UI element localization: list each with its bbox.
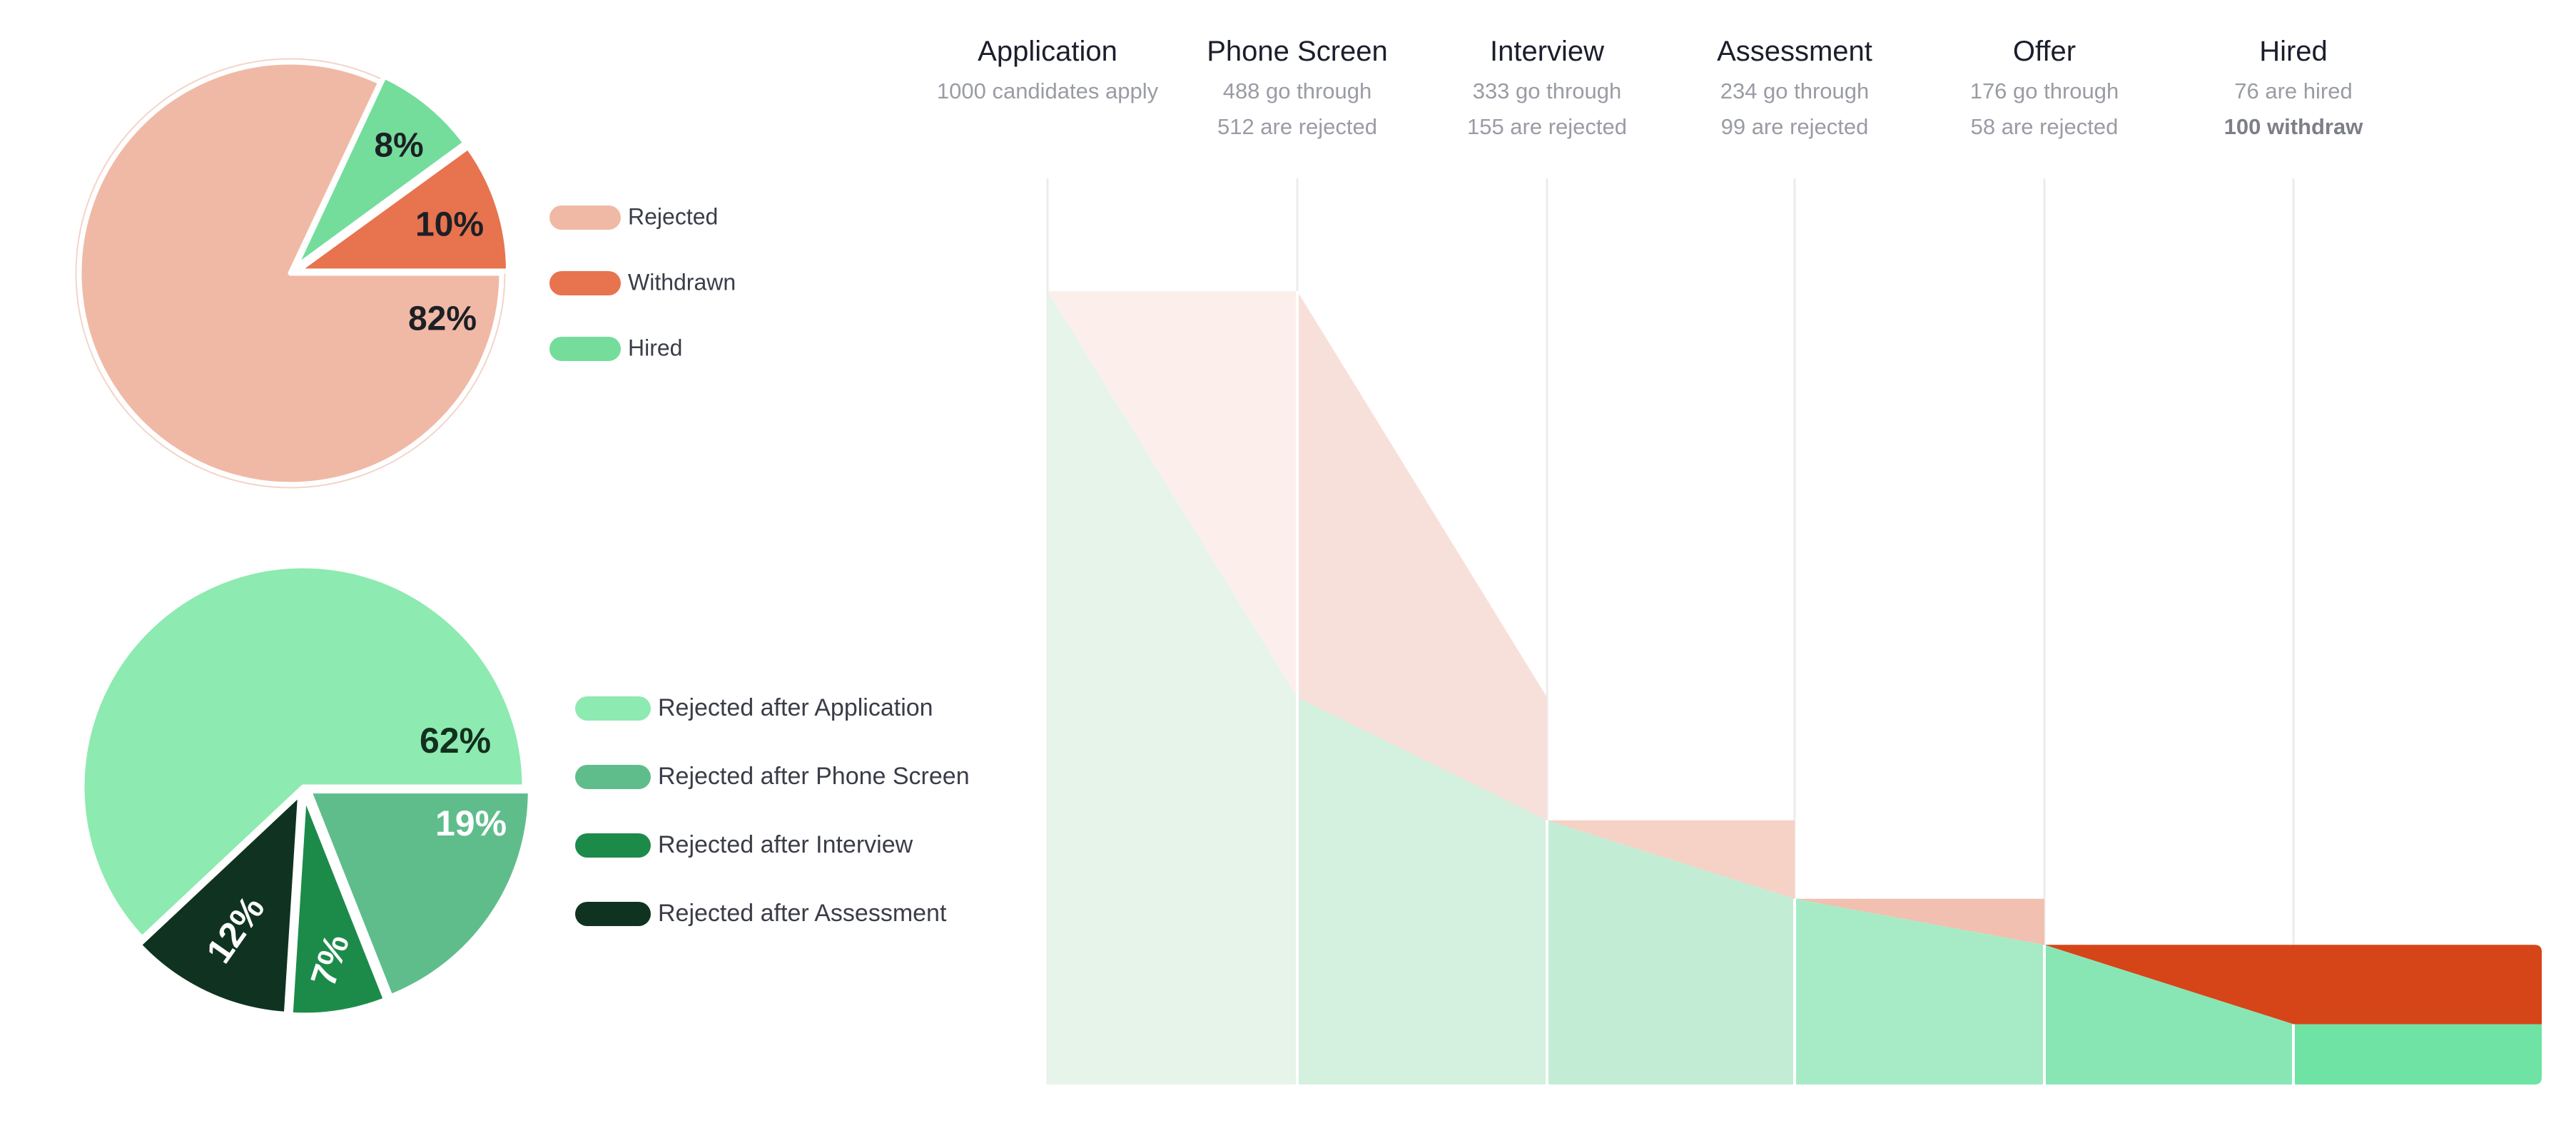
area-hired: [2293, 1024, 2542, 1084]
area-rejected-interview: [1547, 820, 1795, 899]
legend-swatch-withdrawn: [549, 271, 621, 295]
area-withdrawn-offer: [2044, 945, 2293, 1025]
pie-label-rejected: 82%: [408, 300, 477, 338]
pie-slice-withdrawn: [295, 144, 512, 274]
stage-rejected-interview: 155 are rejected: [1467, 114, 1627, 139]
stage-through-offer: 176 go through: [1970, 78, 2119, 103]
area-through-interview: [1547, 820, 1795, 1084]
stage-through-assessment: 234 go through: [1720, 78, 1870, 103]
stage-through-interview: 333 go through: [1473, 78, 1622, 103]
pie-label-hired: 8%: [374, 127, 423, 165]
outcome-legend: Rejected Withdrawn Hired: [549, 203, 736, 361]
stage-title-assessment: Assessment: [1717, 36, 1872, 67]
pie-slice-rejected-after-assessment: [136, 791, 303, 1017]
stage-title-phone-screen: Phone Screen: [1207, 36, 1388, 67]
legend-label-withdrawn: Withdrawn: [628, 269, 736, 295]
legend-label-rejected-after-interview: Rejected after Interview: [658, 831, 913, 858]
area-rejected-assessment: [1795, 898, 2044, 945]
area-rejected-phone-screen: [1297, 291, 1547, 820]
pie-slice-hired: [292, 73, 468, 270]
stage-rejected-offer: 58 are rejected: [1971, 114, 2119, 139]
rejection-legend: Rejected after Application Rejected after…: [575, 694, 970, 927]
pie-label-rejected-after-phone-screen: 19%: [435, 803, 507, 843]
pie-slice-rejected-after-application: [79, 563, 527, 941]
outcome-pie-chart: 82% 10% 8%: [75, 58, 512, 489]
stage-through-application: 1000 candidates apply: [937, 78, 1159, 103]
rejection-pie-chart: 62%19%7%12%: [79, 563, 533, 1018]
area-through-application: [1048, 291, 1297, 1084]
pie-slice-rejected-after-interview: [288, 791, 389, 1018]
legend-swatch-hired: [549, 337, 621, 361]
funnel-chart: [1046, 178, 2542, 1084]
legend-swatch-rejected-after-interview: [575, 833, 651, 858]
legend-label-rejected-after-phone-screen: Rejected after Phone Screen: [658, 763, 970, 790]
stage-title-hired: Hired: [2259, 36, 2328, 67]
area-withdrawn-hired: [2293, 945, 2542, 1025]
stage-rejected-assessment: 99 are rejected: [1721, 114, 1869, 139]
stage-rejected-hired: 100 withdraw: [2224, 114, 2364, 139]
legend-label-rejected-after-application: Rejected after Application: [658, 694, 933, 721]
pie-slice-rejected: [76, 59, 504, 487]
legend-swatch-rejected-after-application: [575, 696, 651, 721]
legend-label-rejected: Rejected: [628, 203, 718, 229]
pie-label-withdrawn: 10%: [415, 206, 484, 244]
legend-swatch-rejected: [549, 205, 621, 230]
stage-title-application: Application: [978, 36, 1117, 67]
area-through-assessment: [1795, 898, 2044, 1084]
legend-swatch-rejected-after-assessment: [575, 902, 651, 926]
pie-label-rejected-after-application: 62%: [420, 721, 491, 761]
area-through-phone-screen: [1297, 697, 1547, 1084]
funnel-stage-headers: Application 1000 candidates apply Phone Sc…: [937, 36, 2363, 139]
legend-label-rejected-after-assessment: Rejected after Assessment: [658, 900, 947, 927]
stage-through-phone-screen: 488 go through: [1223, 78, 1372, 103]
stage-rejected-phone-screen: 512 are rejected: [1217, 114, 1377, 139]
stage-through-hired: 76 are hired: [2234, 78, 2352, 103]
legend-swatch-rejected-after-phone-screen: [575, 765, 651, 789]
legend-label-hired: Hired: [628, 335, 682, 360]
area-through-offer: [2044, 945, 2293, 1084]
stage-title-offer: Offer: [2013, 36, 2076, 67]
stage-title-interview: Interview: [1490, 36, 1604, 67]
pie-slice-rejected-after-phone-screen: [306, 788, 533, 1000]
